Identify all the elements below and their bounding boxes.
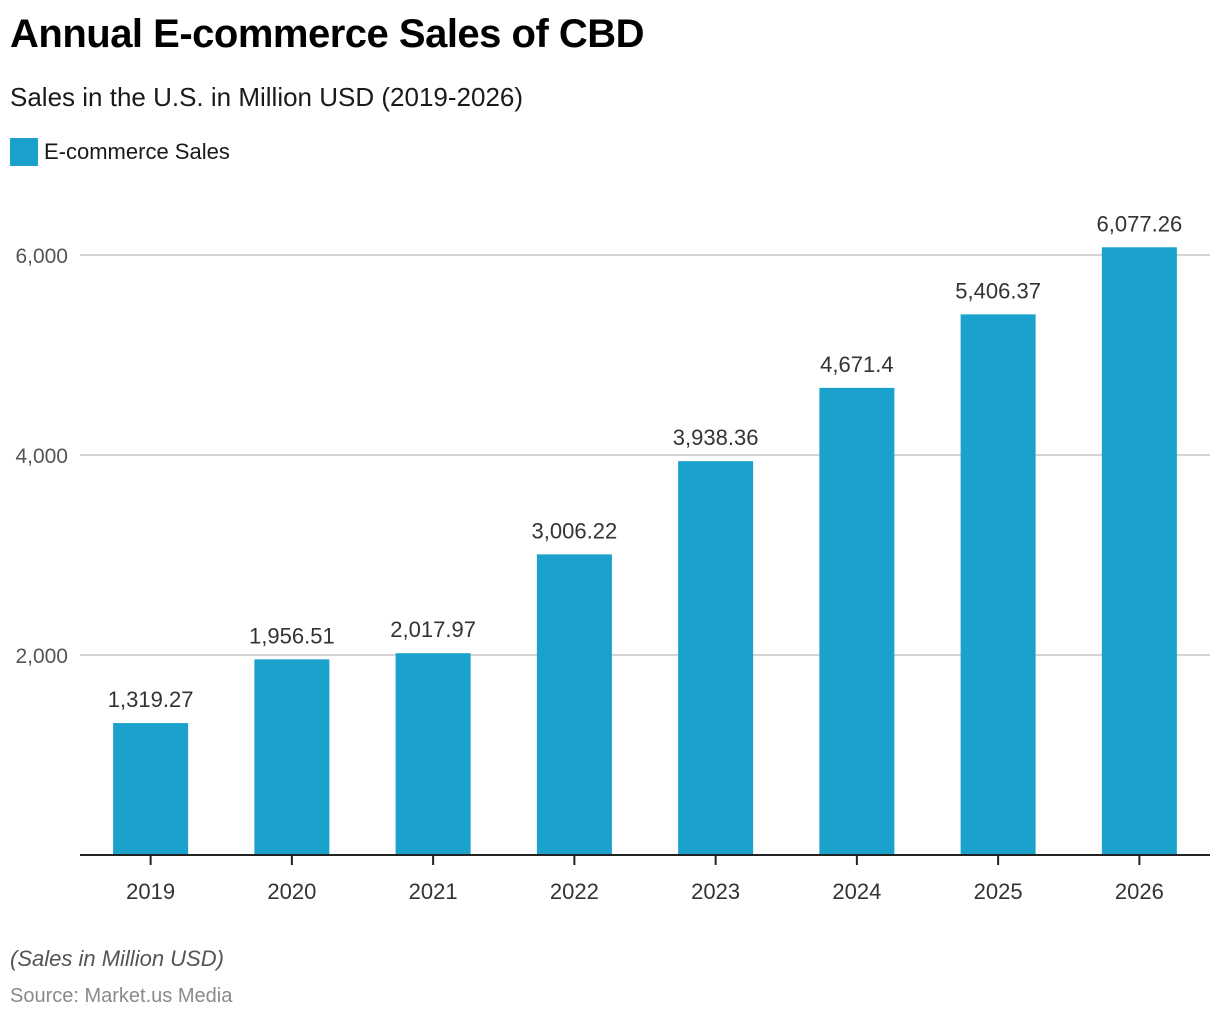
legend-swatch <box>10 138 38 166</box>
y-tick-label: 2,000 <box>15 645 68 668</box>
x-tick-label: 2019 <box>126 879 175 904</box>
bar <box>960 314 1036 855</box>
x-tick-label: 2024 <box>832 879 881 904</box>
chart-subtitle: Sales in the U.S. in Million USD (2019-2… <box>10 82 524 112</box>
data-labels: 1,319.27 1,956.51 2,017.97 3,006.22 3,938.36… <box>108 211 1182 712</box>
data-label: 5,406.37 <box>955 278 1041 303</box>
bar <box>536 554 612 855</box>
y-tick-label: 6,000 <box>15 245 68 268</box>
x-tick-label: 2020 <box>267 879 316 904</box>
bar <box>113 723 189 855</box>
legend-label: E-commerce Sales <box>44 139 230 164</box>
x-tick-label: 2022 <box>550 879 599 904</box>
gridlines <box>80 254 1210 656</box>
y-tick-label: 4,000 <box>15 445 68 468</box>
bars <box>113 247 1177 856</box>
legend: E-commerce Sales <box>10 138 230 166</box>
bar <box>678 461 754 855</box>
bar <box>1101 247 1177 856</box>
data-label: 4,671.4 <box>820 352 893 377</box>
source-note: Source: Market.us Media <box>10 985 233 1007</box>
x-tick-label: 2021 <box>409 879 458 904</box>
bar <box>819 387 895 855</box>
data-label: 2,017.97 <box>390 617 476 642</box>
y-axis-ticks: 2,000 4,000 6,000 <box>15 245 68 668</box>
x-tick-label: 2023 <box>691 879 740 904</box>
data-label: 6,077.26 <box>1097 211 1183 236</box>
x-tick-label: 2026 <box>1115 879 1164 904</box>
data-label: 3,006.22 <box>532 518 618 543</box>
data-label: 3,938.36 <box>673 425 759 450</box>
data-label: 1,956.51 <box>249 623 335 648</box>
bar <box>395 653 471 855</box>
chart-title: Annual E-commerce Sales of CBD <box>10 12 645 56</box>
units-note: (Sales in Million USD) <box>10 946 224 971</box>
x-axis: 2019 2020 2021 2022 2023 2024 2025 2026 <box>80 854 1210 904</box>
data-label: 1,319.27 <box>108 687 194 712</box>
x-tick-label: 2025 <box>974 879 1023 904</box>
bar <box>254 659 330 855</box>
